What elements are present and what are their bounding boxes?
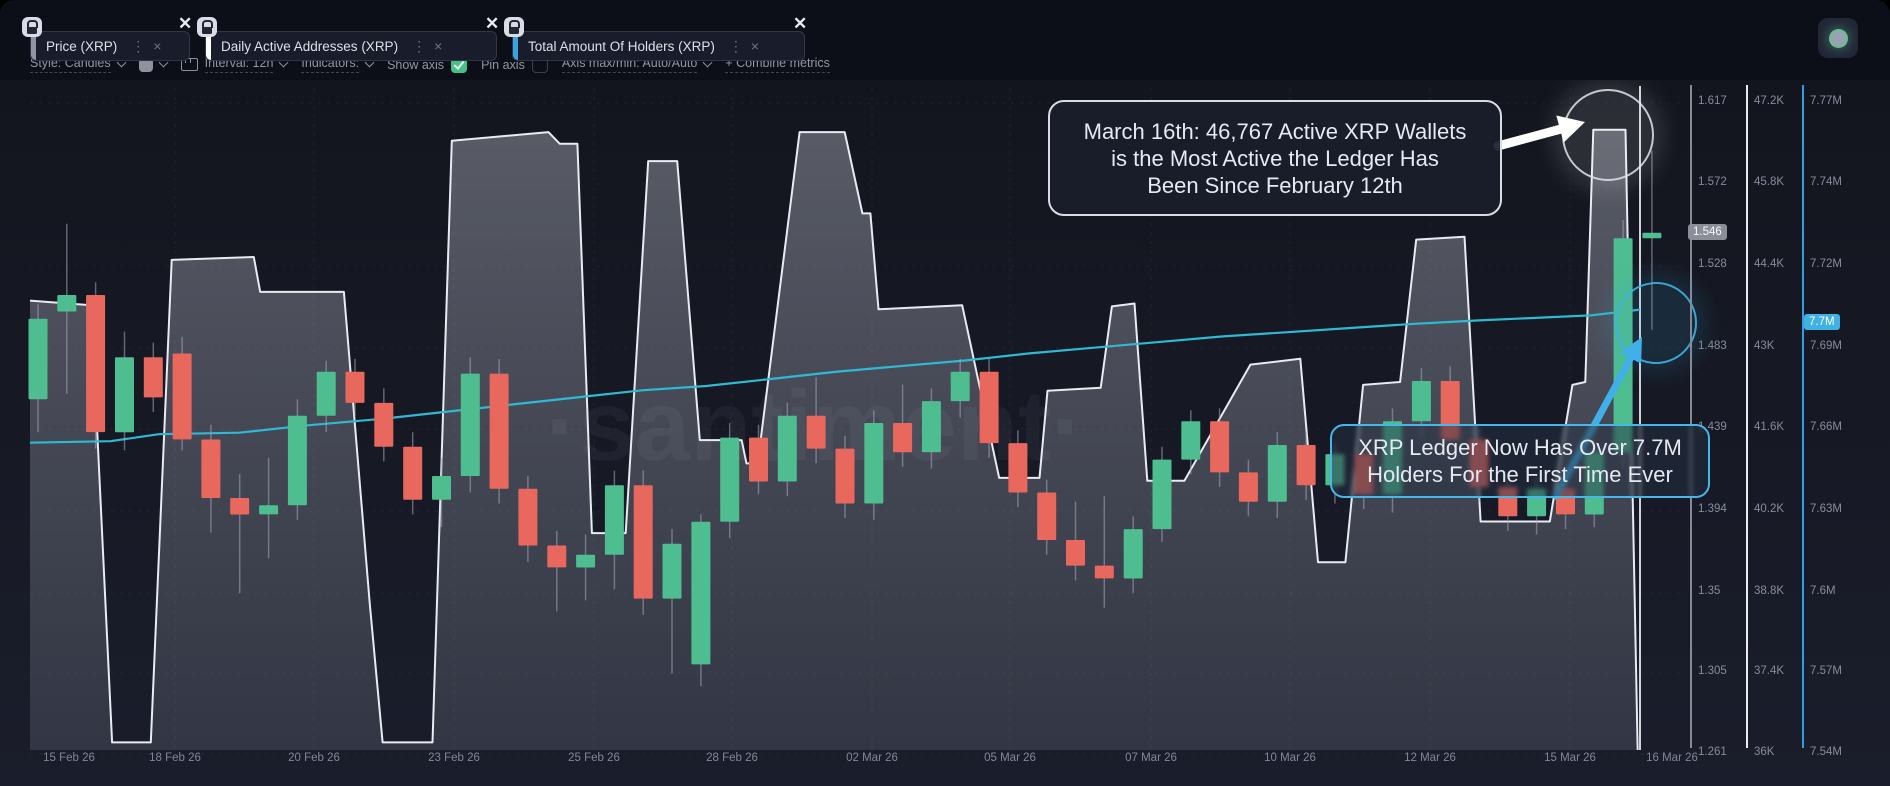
wallets-annotation: March 16th: 46,767 Active XRP Wallets is…: [1048, 100, 1502, 216]
addresses-axis-label: 47.2K: [1754, 95, 1785, 107]
holders-axis-label: 7.74M: [1810, 176, 1842, 188]
tab-daily-active-addresses-xrp[interactable]: Daily Active Addresses (XRP) ⋮ ×: [205, 31, 497, 61]
addresses-axis-label: 38.8K: [1754, 585, 1785, 597]
x-axis-label: 05 Mar 26: [984, 752, 1036, 764]
chart-toolbar: Style: Candles Interval: 12h Indicators:…: [30, 56, 830, 73]
holders-axis-line[interactable]: [1802, 85, 1804, 748]
x-axis-label: 02 Mar 26: [846, 752, 898, 764]
tab-close-icon[interactable]: ×: [153, 38, 162, 54]
price-axis-label: 1.483: [1698, 340, 1727, 352]
interval-icon: [180, 58, 198, 71]
holders-axis-label: 7.54M: [1810, 746, 1842, 758]
price-axis-label: 1.394: [1698, 503, 1727, 515]
price-axis-label: 1.35: [1698, 585, 1721, 597]
holders-annotation: XRP Ledger Now Has Over 7.7M Holders For…: [1330, 424, 1710, 498]
show-axis-label: Show axis: [387, 57, 445, 72]
annotation-line: is the Most Active the Ledger Has: [1111, 145, 1439, 171]
addresses-axis-label: 40.2K: [1754, 503, 1785, 515]
annotation-line: XRP Ledger Now Has Over 7.7M: [1358, 435, 1682, 460]
tab-label: Price (XRP): [46, 38, 118, 54]
tab-menu-icon[interactable]: ⋮: [131, 38, 146, 54]
holders-last-value-badge: 7.7M: [1804, 314, 1840, 330]
addresses-axis-label: 43K: [1754, 340, 1775, 352]
price-axis-label: 1.261: [1698, 746, 1727, 758]
tab-accent-bar: [31, 32, 36, 60]
annotation-line: Been Since February 12th: [1147, 172, 1403, 198]
addresses-axis-label: 37.4K: [1754, 665, 1785, 677]
price-last-value-badge: 1.546: [1688, 224, 1727, 240]
holders-axis-label: 7.57M: [1810, 665, 1842, 677]
x-axis-label: 28 Feb 26: [706, 752, 758, 764]
close-icon[interactable]: ✕: [178, 14, 193, 33]
price-axis-label: 1.617: [1698, 95, 1727, 107]
status-indicator-icon: [1828, 28, 1848, 48]
tab-label: Total Amount Of Holders (XRP): [528, 38, 715, 54]
x-axis-label: 23 Feb 26: [428, 752, 480, 764]
tab-menu-icon[interactable]: ⋮: [728, 38, 743, 54]
x-axis-label: 15 Feb 26: [43, 752, 95, 764]
tab-accent-bar: [206, 32, 211, 60]
price-axis-label: 1.572: [1698, 176, 1727, 188]
addresses-axis-label: 36K: [1754, 746, 1775, 758]
color-swatch: [138, 57, 153, 72]
holders-axis-label: 7.63M: [1810, 503, 1842, 515]
lock-icon[interactable]: [504, 17, 524, 37]
price-axis-label: 1.305: [1698, 665, 1727, 677]
addresses-axis-line[interactable]: [1746, 85, 1748, 748]
lock-icon[interactable]: [197, 17, 217, 37]
addresses-axis-label: 45.8K: [1754, 176, 1785, 188]
tab-close-icon[interactable]: ×: [434, 38, 443, 54]
addresses-axis-label: 41.6K: [1754, 421, 1785, 433]
x-axis-label: 25 Feb 26: [568, 752, 620, 764]
x-axis-label: 15 Mar 26: [1544, 752, 1596, 764]
color-swatch-selector[interactable]: [138, 57, 169, 72]
holders-axis-label: 7.77M: [1810, 95, 1842, 107]
pin-axis-label: Pin axis: [481, 57, 525, 72]
close-icon[interactable]: ✕: [793, 14, 808, 33]
status-button[interactable]: [1818, 18, 1858, 58]
x-axis-label: 18 Feb 26: [149, 752, 201, 764]
x-axis-label: 20 Feb 26: [288, 752, 340, 764]
x-axis-label: 16 Mar 26: [1646, 752, 1698, 764]
x-axis-label: 10 Mar 26: [1264, 752, 1316, 764]
tab-menu-icon[interactable]: ⋮: [412, 38, 427, 54]
tab-accent-bar: [513, 32, 518, 60]
tab-close-icon[interactable]: ×: [750, 38, 760, 54]
x-axis-label: 12 Mar 26: [1404, 752, 1456, 764]
price-axis-line[interactable]: [1690, 85, 1692, 748]
lock-icon[interactable]: [22, 17, 42, 37]
tab-total-holders-xrp[interactable]: Total Amount Of Holders (XRP) ⋮ ×: [512, 31, 805, 61]
holders-axis-label: 7.69M: [1810, 340, 1842, 352]
price-axis-label: 1.528: [1698, 258, 1727, 270]
x-axis-label: 07 Mar 26: [1125, 752, 1177, 764]
tab-label: Daily Active Addresses (XRP): [221, 38, 399, 54]
addresses-axis-label: 44.4K: [1754, 258, 1785, 270]
holders-axis-label: 7.6M: [1810, 585, 1836, 597]
tab-price-xrp[interactable]: Price (XRP) ⋮ ×: [30, 31, 190, 61]
holders-axis-label: 7.72M: [1810, 258, 1842, 270]
holders-axis-label: 7.66M: [1810, 421, 1842, 433]
close-icon[interactable]: ✕: [485, 14, 500, 33]
annotation-line: Holders For the First Time Ever: [1367, 462, 1673, 487]
annotation-line: March 16th: 46,767 Active XRP Wallets: [1083, 118, 1467, 144]
